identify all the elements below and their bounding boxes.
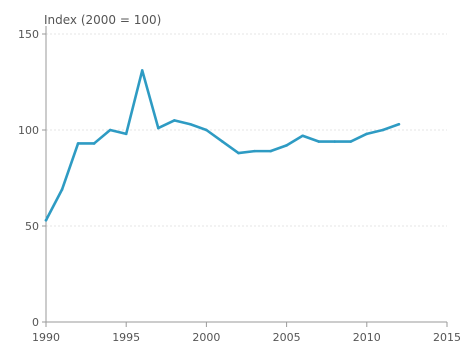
data-point-2010: [365, 132, 369, 136]
y-tick-label: 0: [32, 316, 39, 329]
data-point-1995: [124, 132, 128, 136]
tick-labels: 0 50 100 150 1990 1995 2000 2005 2010 2015: [18, 28, 461, 344]
x-tick-label: 1990: [32, 331, 60, 344]
data-point-2009: [349, 140, 353, 143]
y-tick-label: 150: [18, 28, 39, 41]
data-point-2001: [221, 140, 224, 143]
data-point-1990: [44, 218, 48, 222]
x-tick-label: 2010: [353, 331, 381, 344]
data-point-2002: [237, 151, 240, 155]
gridlines: [46, 33, 447, 227]
data-point-2011: [381, 128, 385, 132]
axes: [42, 26, 448, 327]
y-tick-label: 100: [18, 124, 39, 137]
data-point-1997: [156, 126, 160, 130]
data-point-1992: [76, 142, 80, 145]
data-point-2000: [205, 128, 208, 132]
x-tick-label: 2015: [433, 331, 461, 344]
x-tick-label: 2005: [273, 331, 301, 344]
data-point-1991: [60, 188, 64, 191]
data-point-1996: [140, 69, 144, 72]
data-point-2006: [301, 134, 304, 138]
data-point-2005: [285, 144, 288, 147]
y-axis-title: Index (2000 = 100): [44, 13, 161, 27]
data-point-1993: [92, 142, 96, 145]
data-point-2003: [253, 149, 256, 153]
series-layer: [44, 69, 401, 222]
data-point-1998: [173, 119, 176, 122]
x-tick-label: 2000: [192, 331, 220, 344]
data-point-2004: [269, 149, 272, 153]
x-tick-label: 1995: [112, 331, 140, 344]
y-tick-label: 50: [25, 220, 39, 233]
data-point-2007: [317, 140, 320, 143]
data-point-1999: [189, 122, 192, 126]
series-line-0: [44, 69, 401, 222]
data-point-2012: [397, 122, 401, 126]
data-point-2008: [333, 140, 337, 143]
data-point-1994: [108, 128, 112, 132]
